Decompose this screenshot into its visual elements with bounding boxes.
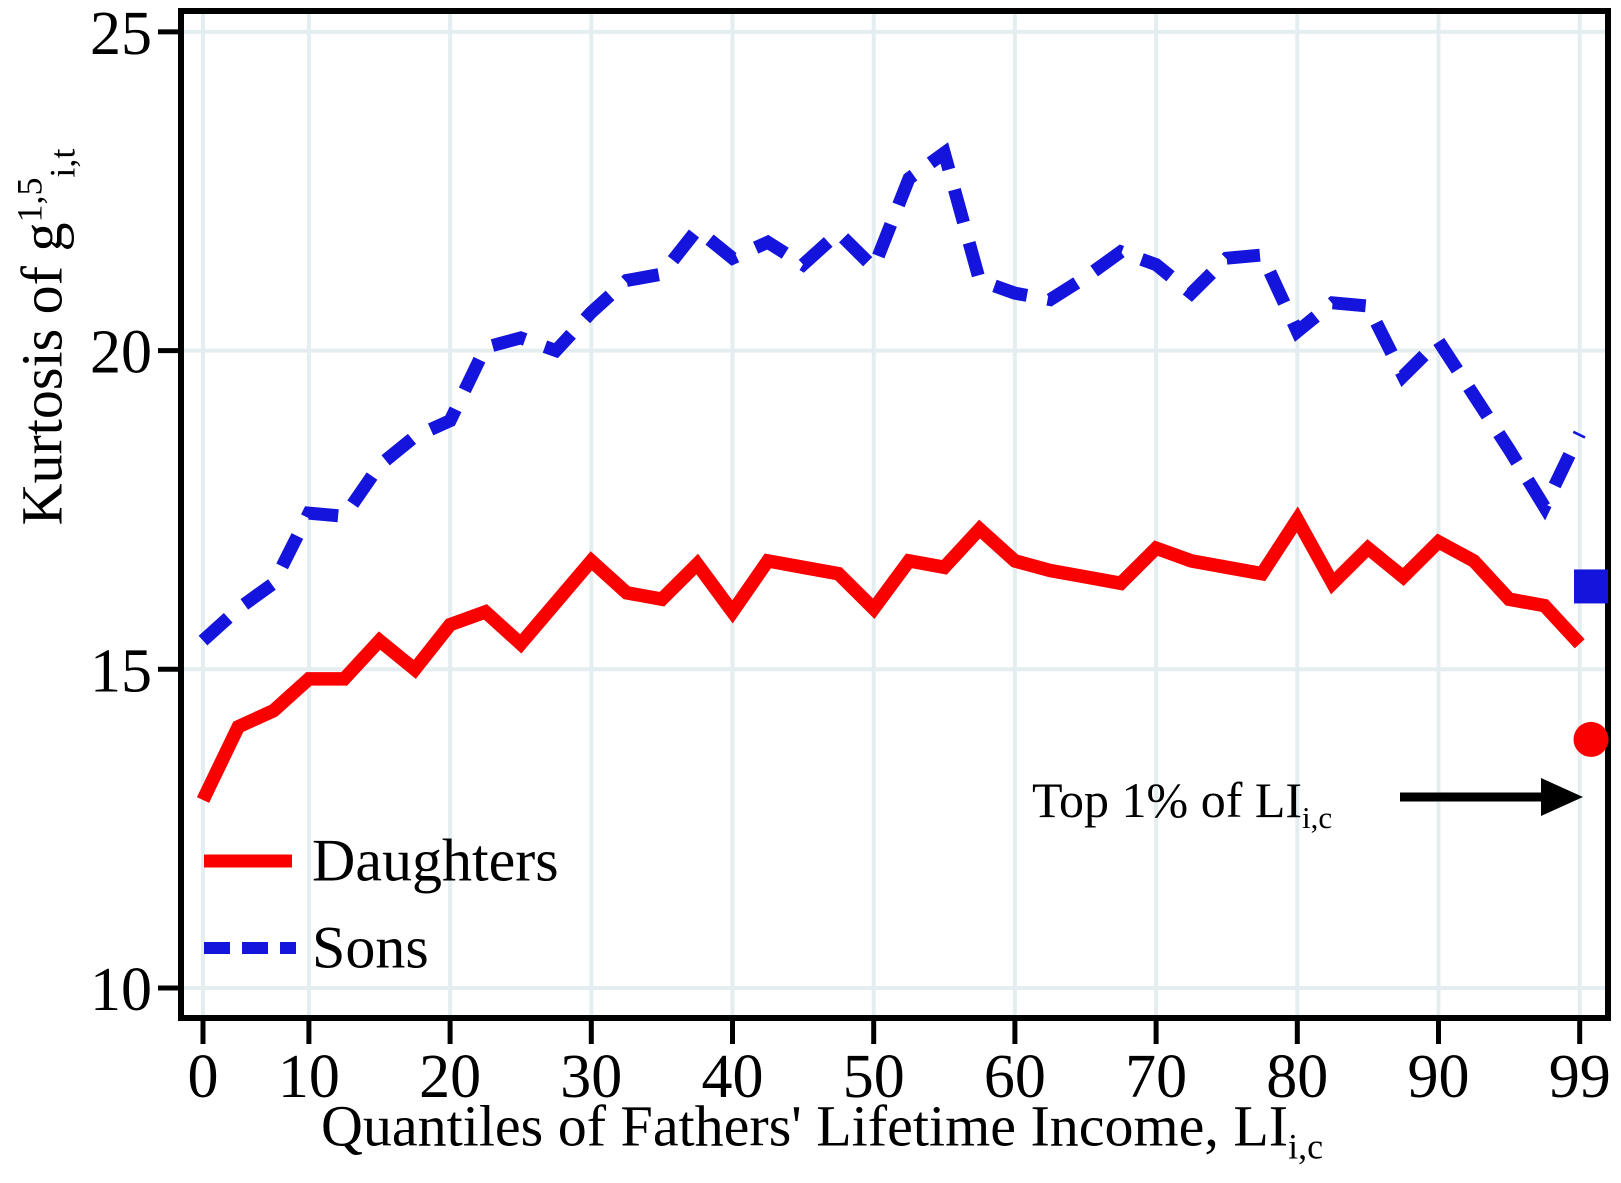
top1-sons-square-marker	[1574, 569, 1608, 604]
x-tick-label: 40	[702, 1043, 764, 1111]
legend-label-sons: Sons	[312, 914, 429, 981]
y-tick-label: 15	[90, 637, 152, 705]
y-tick-label: 25	[90, 0, 152, 68]
y-tick-label: 10	[90, 956, 152, 1024]
top1-annotation-subscript: i,c	[1302, 799, 1333, 835]
plot-frame	[178, 8, 1611, 1021]
legend-label-daughters: Daughters	[312, 827, 559, 894]
x-tick-label: 90	[1408, 1043, 1470, 1111]
x-tick-label: 50	[843, 1043, 905, 1111]
x-tick-label: 20	[419, 1043, 481, 1111]
x-tick-label: 80	[1266, 1043, 1328, 1111]
x-axis-title-subscript: i,c	[1288, 1126, 1324, 1167]
y-tick-label: 20	[90, 319, 152, 387]
top1-arrow-head-icon	[1541, 778, 1583, 816]
top1-annotation: Top 1% of LIi,c	[1032, 772, 1333, 835]
top1-daughters-circle-marker	[1573, 721, 1609, 757]
y-axis-title-subscript: i,t	[42, 148, 83, 178]
x-tick-label: 70	[1125, 1043, 1187, 1111]
x-axis-title: Quantiles of Fathers' Lifetime Income, L…	[320, 1093, 1324, 1167]
sons-line	[198, 142, 1586, 646]
y-axis-title: Kurtosis of g1,5i,t	[9, 148, 83, 526]
y-axis-title-superscript: 1,5	[9, 177, 50, 223]
x-tick-label: 99	[1549, 1043, 1611, 1111]
daughters-line	[196, 506, 1585, 803]
x-tick-label: 0	[188, 1043, 219, 1111]
x-tick-label: 30	[560, 1043, 622, 1111]
x-tick-label: 10	[278, 1043, 340, 1111]
x-tick-label: 60	[984, 1043, 1046, 1111]
